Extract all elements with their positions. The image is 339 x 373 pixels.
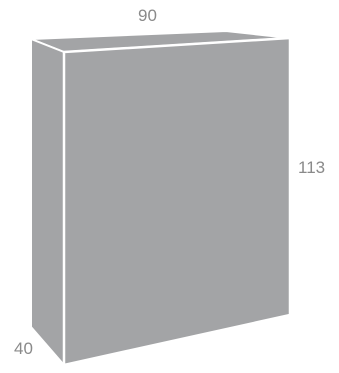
depth-dimension-label: 40 [14, 339, 33, 358]
box-side-face [30, 38, 65, 366]
width-dimension-label: 90 [138, 6, 157, 25]
box-front-face [62, 36, 292, 367]
height-dimension-label: 113 [298, 158, 326, 177]
